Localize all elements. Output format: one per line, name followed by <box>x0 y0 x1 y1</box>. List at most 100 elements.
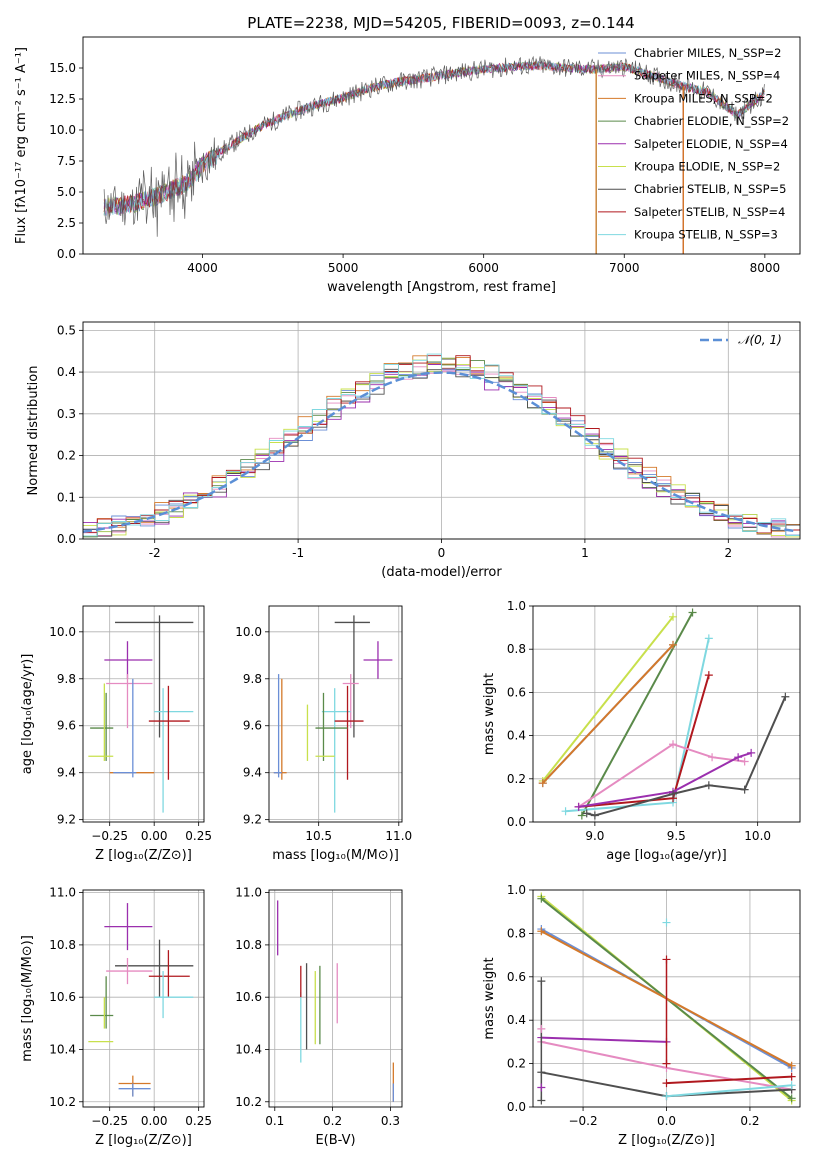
y-axis-label: age [log₁₀(age/yr)] <box>20 654 35 775</box>
x-tick-label: 10.0 <box>744 829 771 843</box>
y-tick-label: 0.8 <box>507 642 526 656</box>
x-tick-label: 9.0 <box>585 829 604 843</box>
weight-vs-age-panel: 9.0 9.5 10.0 0.0 0.2 0.4 0.6 0.8 1.0 age [log₁₀(a… <box>482 599 801 863</box>
x-axis-label: age [log₁₀(age/yr)] <box>606 848 727 863</box>
y-tick-label: 0.3 <box>57 407 76 421</box>
weight-point-marker <box>662 1059 671 1068</box>
plot-frame <box>532 889 801 1108</box>
y-tick-label: 9.6 <box>57 719 76 733</box>
age-vs-mass-panel: 10.5 11.0 9.2 9.4 9.6 9.8 10.0 mass [log₁₀(M/M⊙… <box>235 605 412 863</box>
y-tick-label: 10.8 <box>49 938 76 952</box>
x-tick-label: 6000 <box>468 261 499 275</box>
y-tick-label: 10.2 <box>235 1095 262 1109</box>
weight-point-marker <box>704 671 713 680</box>
weight-series-line <box>541 1036 667 1043</box>
y-tick-label: 10.4 <box>49 1042 76 1056</box>
y-tick-label: 0.4 <box>507 729 526 743</box>
y-tick-label: 0.2 <box>57 449 76 463</box>
legend-label: 𝒩(0, 1) <box>738 333 782 347</box>
weight-point-marker <box>574 802 583 811</box>
weight-point-marker <box>669 640 678 649</box>
y-tick-label: 9.4 <box>243 766 262 780</box>
x-tick-label: 7000 <box>609 261 640 275</box>
weight-point-marker <box>734 753 743 762</box>
x-axis-label: Z [log₁₀(Z/Z⊙)] <box>95 848 192 863</box>
x-tick-label: −0.25 <box>91 829 128 843</box>
plot-frame <box>82 321 801 540</box>
spectrum-series-line <box>103 55 765 237</box>
y-tick-label: 0.2 <box>507 772 526 786</box>
weight-point-marker <box>537 1083 546 1092</box>
weight-series-line <box>542 644 674 784</box>
x-tick-label: -1 <box>292 546 304 560</box>
x-tick-label: 10.5 <box>305 829 332 843</box>
y-tick-label: 1.0 <box>507 883 526 897</box>
y-axis-label: Normed distribution <box>26 366 41 496</box>
y-tick-label: 9.8 <box>57 672 76 686</box>
x-tick-label: 0.2 <box>323 1114 342 1128</box>
legend-label: Kroupa MILES, N_SSP=2 <box>634 91 773 105</box>
y-tick-label: 11.0 <box>49 886 76 900</box>
weight-point-marker <box>561 807 570 816</box>
weight-point-marker <box>787 1061 796 1070</box>
x-axis-label: E(B-V) <box>315 1133 355 1148</box>
plot-frame <box>82 36 801 255</box>
spectrum-panel: 4000 5000 6000 7000 8000 0.0 2.5 5.0 7.5 10.0 12.5… <box>14 36 801 295</box>
y-tick-label: 11.0 <box>235 886 262 900</box>
x-axis-label: wavelength [Angstrom, rest frame] <box>327 280 556 295</box>
legend-label: Chabrier MILES, N_SSP=2 <box>634 46 781 60</box>
y-tick-label: 10.4 <box>235 1042 262 1056</box>
weight-point-marker <box>708 753 717 762</box>
mass-vs-metallicity-panel: −0.25 0.00 0.25 10.2 10.4 10.6 10.8 11.0 Z [log₁… <box>20 886 212 1148</box>
legend-label: Chabrier ELODIE, N_SSP=2 <box>634 114 789 128</box>
y-tick-label: 7.5 <box>57 154 76 168</box>
y-tick-label: 0.0 <box>507 1100 526 1114</box>
y-tick-label: 10.0 <box>49 625 76 639</box>
weight-point-marker <box>538 779 547 788</box>
weight-point-marker <box>537 977 546 986</box>
y-axis-label: mass weight <box>482 957 497 1039</box>
weight-point-marker <box>704 634 713 643</box>
x-tick-label: 0.1 <box>265 1114 284 1128</box>
y-tick-label: 9.8 <box>243 672 262 686</box>
y-tick-label: 0.6 <box>507 685 526 699</box>
weight-series-line <box>578 743 745 808</box>
legend-label: Salpeter STELIB, N_SSP=4 <box>634 205 785 219</box>
plot-frame <box>268 605 403 823</box>
y-tick-label: 9.4 <box>57 766 76 780</box>
y-tick-label: 10.2 <box>49 1095 76 1109</box>
y-tick-label: 0.4 <box>507 1013 526 1027</box>
x-tick-label: 0.3 <box>381 1114 400 1128</box>
weight-point-marker <box>747 748 756 757</box>
weight-point-marker <box>740 757 749 766</box>
y-tick-label: 0.6 <box>507 970 526 984</box>
weight-point-marker <box>669 612 678 621</box>
y-tick-label: 0.1 <box>57 490 76 504</box>
weight-point-marker <box>704 781 713 790</box>
legend-label: Chabrier STELIB, N_SSP=5 <box>634 182 786 196</box>
x-axis-label: Z [log₁₀(Z/Z⊙)] <box>95 1133 192 1148</box>
x-tick-label: −0.25 <box>91 1114 128 1128</box>
x-tick-label: 5000 <box>328 261 359 275</box>
x-tick-label: 0.25 <box>185 1114 212 1128</box>
y-tick-label: 10.8 <box>235 938 262 952</box>
legend-label: Kroupa STELIB, N_SSP=3 <box>634 228 778 242</box>
x-tick-label: 2 <box>724 546 732 560</box>
y-tick-label: 1.0 <box>507 599 526 613</box>
x-tick-label: 11.0 <box>385 829 412 843</box>
x-tick-label: -2 <box>149 546 161 560</box>
x-axis-label: (data-model)/error <box>381 565 502 580</box>
y-tick-label: 10.0 <box>49 123 76 137</box>
normal-reference-curve <box>82 371 798 533</box>
spectrum-series-line <box>103 61 765 216</box>
x-tick-label: 4000 <box>187 261 218 275</box>
age-vs-metallicity-panel: −0.25 0.00 0.25 9.2 9.4 9.6 9.8 10.0 Z [log₁₀(Z/… <box>20 605 212 863</box>
y-tick-label: 0.8 <box>507 926 526 940</box>
x-tick-label: 0.2 <box>740 1114 759 1128</box>
weight-point-marker <box>669 789 678 798</box>
weight-series-line <box>666 1075 792 1085</box>
legend-label: Kroupa ELODIE, N_SSP=2 <box>634 160 780 174</box>
weight-vs-metallicity-panel: −0.2 0.0 0.2 0.0 0.2 0.4 0.6 0.8 1.0 Z [log₁₀(Z/Z… <box>482 883 801 1148</box>
weight-point-marker <box>787 1072 796 1081</box>
weight-point-marker <box>669 740 678 749</box>
